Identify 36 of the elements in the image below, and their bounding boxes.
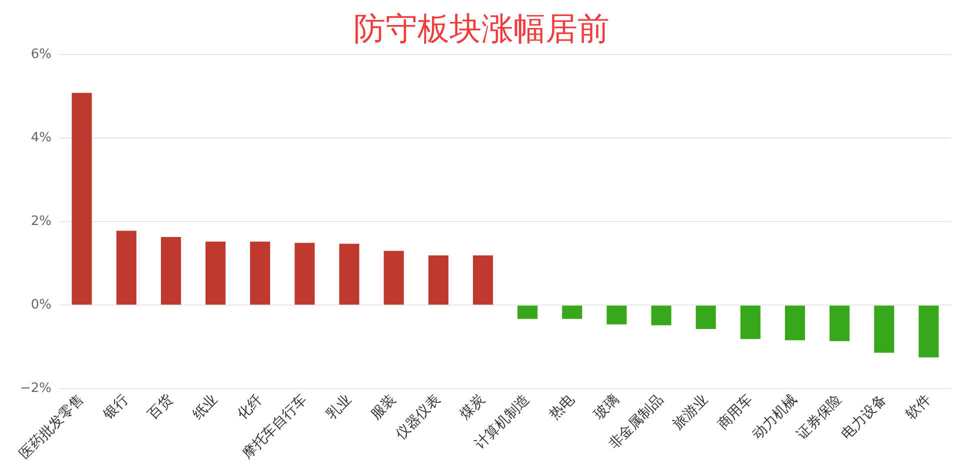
bar: [72, 92, 92, 305]
bar: [250, 242, 270, 305]
y-tick-label: 4%: [30, 130, 52, 146]
bar: [384, 250, 404, 305]
y-tick-label: 2%: [30, 214, 52, 229]
x-tick-label: 乳业: [324, 392, 355, 423]
bar: [339, 244, 360, 305]
bar: [518, 306, 538, 319]
bar: [428, 255, 448, 305]
bar: [651, 306, 672, 326]
bar: [874, 306, 894, 353]
y-tick-label: 6%: [30, 46, 52, 62]
bar: [116, 230, 136, 305]
bar: [606, 306, 627, 324]
bar: [918, 306, 939, 358]
x-tick-label: 纸业: [190, 392, 221, 423]
bar: [472, 255, 493, 305]
bar: [830, 306, 850, 342]
chart-title: 防守板块涨幅居前: [354, 10, 610, 48]
x-tick-label: 服装: [368, 392, 400, 423]
bar: [784, 306, 806, 340]
bar: [562, 306, 582, 319]
bar: [160, 237, 181, 305]
x-tick-label: 煤炭: [457, 392, 488, 423]
bar: [696, 306, 716, 329]
x-tick-label: 化纤: [234, 392, 266, 423]
x-tick-label: 软件: [903, 392, 934, 423]
x-tick-label: 玻璃: [590, 392, 622, 423]
x-tick-label: 百货: [145, 392, 176, 423]
x-tick-label: 旅游业: [670, 392, 712, 433]
x-tick-label: 热电: [546, 392, 578, 423]
x-tick-label: 银行: [100, 392, 132, 424]
bar: [740, 306, 760, 339]
bar: [205, 242, 226, 305]
bar: [294, 242, 315, 305]
y-tick-label: 0%: [30, 298, 52, 313]
